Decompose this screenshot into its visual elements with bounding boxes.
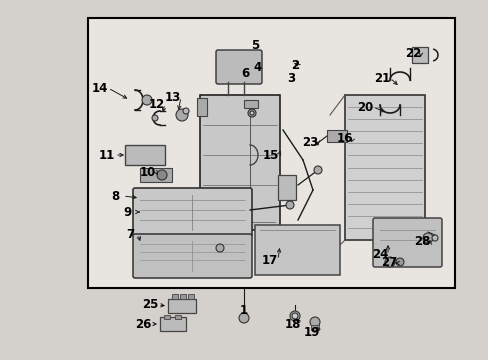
Text: 3: 3 [286,72,294,85]
Text: 17: 17 [262,253,278,266]
Bar [345,95,424,240]
Text: 9: 9 [123,206,132,219]
Text: 5: 5 [250,39,259,51]
Bar [278,175,295,200]
Text: 19: 19 [303,325,320,338]
Circle shape [142,95,152,105]
Bar [175,315,181,319]
Bar [411,47,427,63]
Text: 14: 14 [92,81,108,95]
Bar [244,100,258,108]
Text: 1: 1 [240,303,247,316]
Text: 13: 13 [164,90,181,104]
Circle shape [152,115,158,121]
Text: 16: 16 [336,131,352,144]
Text: 24: 24 [371,248,387,261]
Bar [163,315,170,319]
Bar [187,294,194,299]
Text: 12: 12 [148,98,165,111]
Bar [168,299,196,313]
Circle shape [384,257,394,267]
Text: 6: 6 [241,67,248,80]
Bar [180,294,185,299]
Bar [310,325,318,330]
Circle shape [247,109,256,117]
FancyBboxPatch shape [216,50,262,84]
Bar [160,317,185,331]
Bar [197,98,206,116]
Circle shape [285,201,293,209]
Bar [172,294,178,299]
Bar [125,145,164,165]
Circle shape [422,233,432,243]
Text: 11: 11 [99,149,115,162]
Text: 8: 8 [111,189,119,202]
Text: 10: 10 [140,166,156,179]
Text: 22: 22 [404,46,420,59]
Text: 18: 18 [284,319,301,332]
Circle shape [239,313,248,323]
Circle shape [289,311,299,321]
Text: 25: 25 [142,298,158,311]
Circle shape [157,170,167,180]
Circle shape [176,109,187,121]
Text: 27: 27 [380,256,396,270]
Bar [200,95,280,230]
Circle shape [249,111,253,115]
Circle shape [216,244,224,252]
Bar [254,225,339,275]
Bar [140,168,172,182]
Circle shape [313,166,321,174]
Circle shape [309,317,319,327]
Circle shape [291,313,297,319]
FancyBboxPatch shape [372,218,441,267]
Text: 2: 2 [290,59,299,72]
FancyBboxPatch shape [133,188,251,237]
Bar [326,130,346,142]
Text: 23: 23 [301,135,318,149]
Circle shape [431,235,437,241]
Bar [88,18,454,288]
Text: 28: 28 [413,234,429,248]
Text: 4: 4 [253,60,262,73]
FancyBboxPatch shape [133,234,251,278]
Text: 21: 21 [373,72,389,85]
Text: 26: 26 [135,318,151,330]
Circle shape [395,258,403,266]
Circle shape [183,108,189,114]
Text: 7: 7 [126,228,134,240]
Text: 20: 20 [356,100,372,113]
Text: 15: 15 [262,149,279,162]
